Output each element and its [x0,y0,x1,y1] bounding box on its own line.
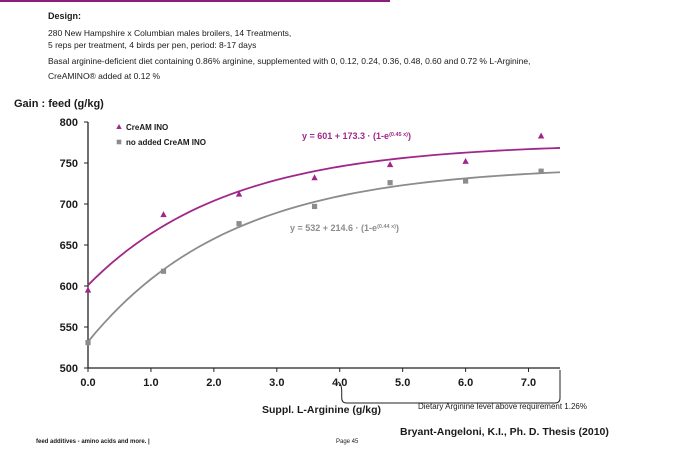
y-tick-label: 500 [60,363,78,375]
footer-tagline: feed additives - amino acids and more. | [36,439,150,445]
y-tick-label: 600 [60,281,78,293]
design-line-4: CreAMINO® added at 0.12 % [48,71,161,81]
fit-curve-series-2 [87,171,561,343]
design-line-3: Basal arginine-deficient diet containing… [48,55,531,66]
fit-equation-series-2: y = 532 + 214.6 · (1-e(0.44 x)) [290,223,399,233]
footer-page-number: Page 45 [336,439,359,445]
data-point-series-2 [463,178,469,184]
design-line-2: 5 reps per treatment, 4 birds per pen, p… [48,40,257,50]
requirement-bracket [337,370,561,404]
x-axis-label: Suppl. L-Arginine (g/kg) [262,404,381,416]
y-tick-label: 550 [60,322,78,334]
y-tick-label: 750 [60,158,78,170]
data-point-series-2 [236,221,242,227]
legend-marker-triangle [116,124,122,129]
citation: Bryant-Angeloni, K.I., Ph. D. Thesis (20… [400,426,609,438]
data-point-series-1 [462,157,469,164]
data-point-series-1 [386,161,394,168]
x-tick-label: 3.0 [269,377,284,389]
y-tick-label: 700 [60,199,78,211]
data-point-series-1 [235,190,243,197]
y-tick-label: 800 [60,117,78,129]
x-tick-label: 0.0 [80,377,95,389]
x-tick-label: 1.0 [143,377,158,389]
data-point-series-2 [85,339,91,346]
data-point-series-2 [538,168,544,174]
requirement-annotation: Dietary Arginine level above requirement… [418,402,587,411]
y-tick-label: 650 [60,240,78,252]
x-tick-label: 2.0 [206,377,221,389]
data-point-series-1 [160,211,167,218]
x-tick-label: 6.0 [458,377,473,389]
x-tick-label: 5.0 [395,377,410,389]
y-axis-label: Gain : feed (g/kg) [14,98,104,110]
legend-marker-square [116,139,122,145]
design-heading: Design: [48,11,82,21]
legend-label-series-1: CreAM INO [126,123,168,132]
data-point-series-2 [387,180,393,186]
fit-equation-series-1: y = 601 + 173.3 · (1-e(0.45 x)) [302,131,411,141]
x-tick-label: 7.0 [521,377,536,389]
top-accent-line [0,0,390,2]
data-point-series-1 [311,174,318,181]
design-line-1: 280 New Hampshire x Columbian males broi… [48,27,292,38]
data-point-series-1 [84,286,92,293]
fit-curve-series-1 [87,147,561,286]
data-point-series-2 [160,268,167,274]
design-block: Design: 280 New Hampshire x Columbian ma… [48,10,530,83]
data-point-series-2 [311,203,318,210]
data-point-series-1 [537,132,545,139]
legend-label-series-2: no added CreAM INO [126,138,206,147]
